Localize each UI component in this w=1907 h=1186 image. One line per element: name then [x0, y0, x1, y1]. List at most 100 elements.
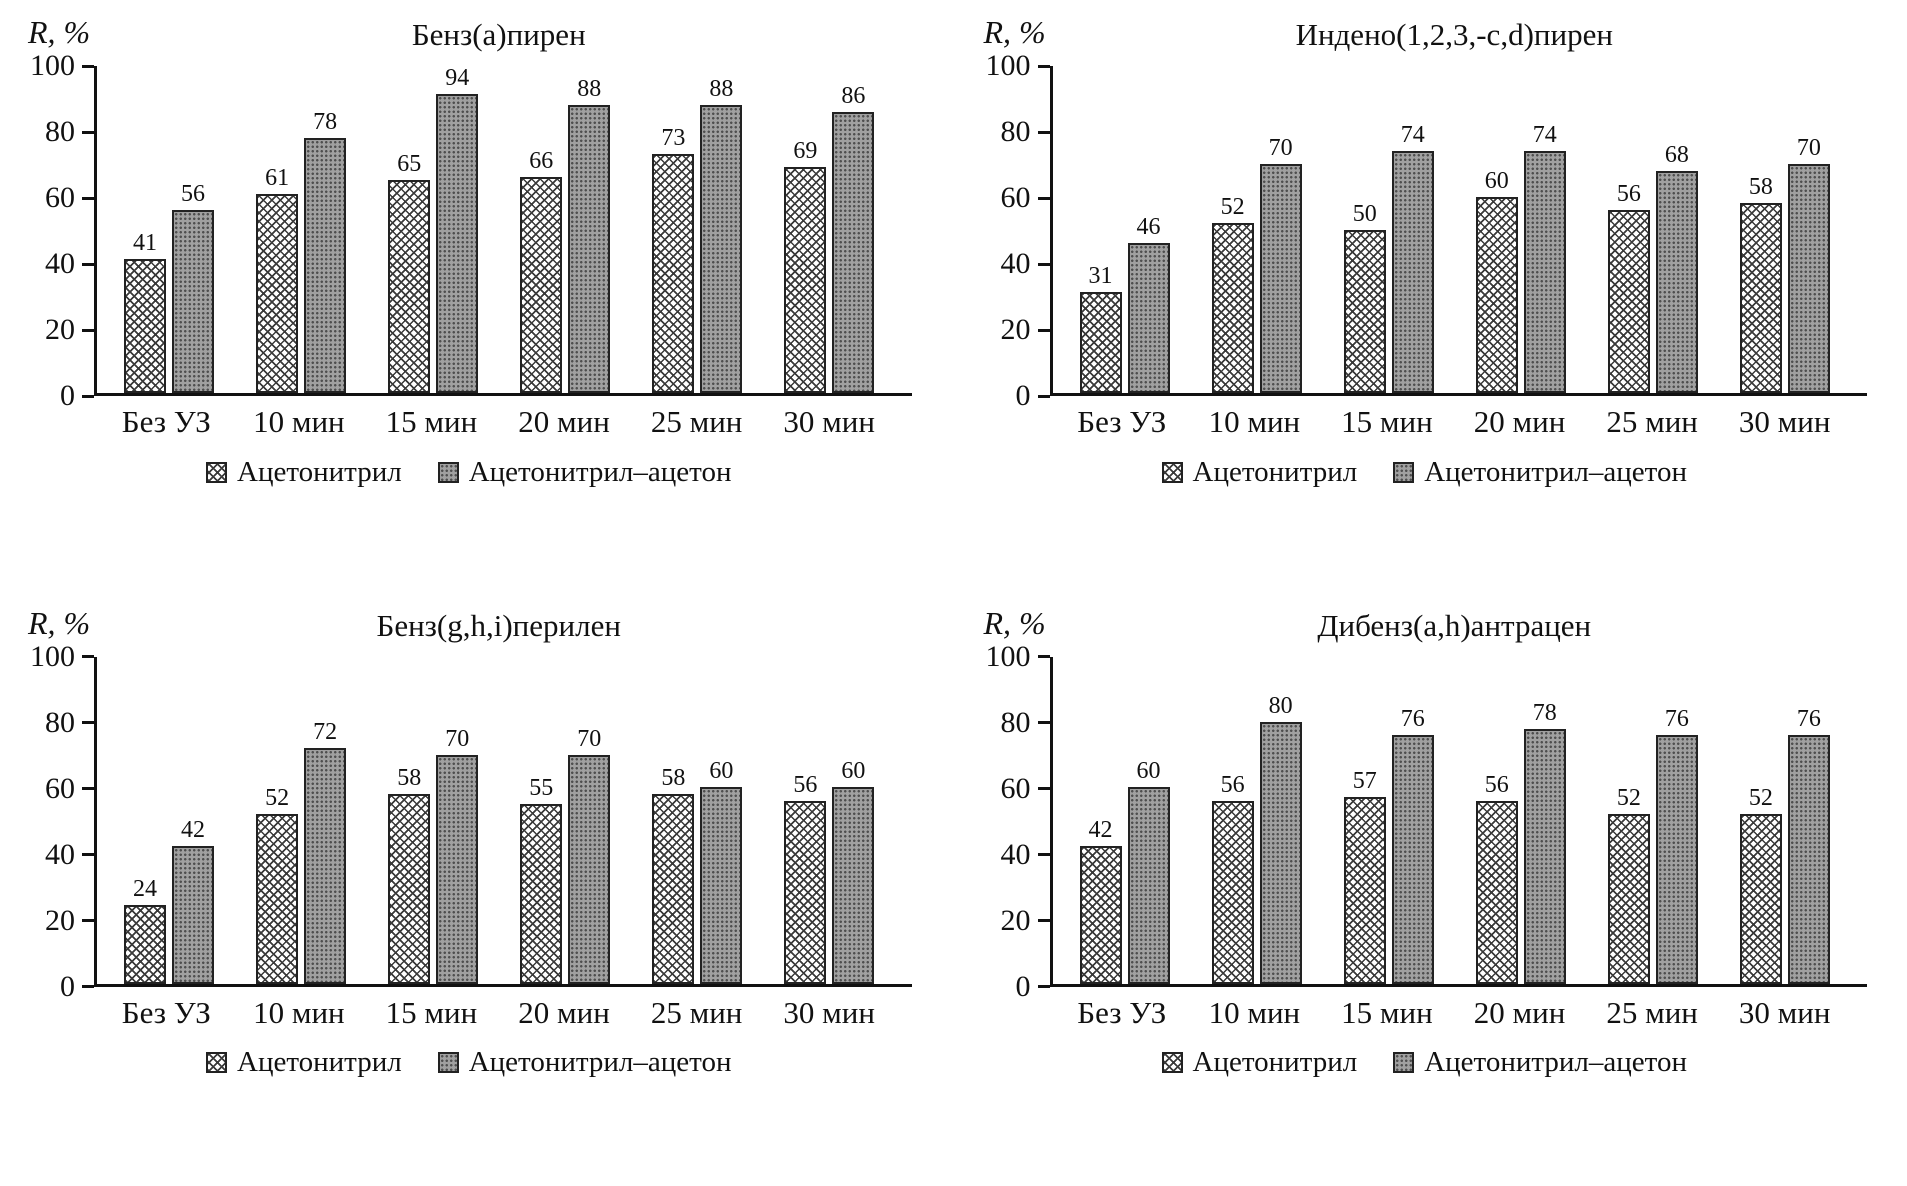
- bar: 46: [1127, 66, 1170, 393]
- legend-item: Ацетонитрил–ацетон: [1393, 457, 1687, 487]
- bar-rect-dots: [172, 209, 215, 393]
- y-tick-mark: [82, 64, 94, 68]
- legend-label: Ацетонитрил: [1192, 455, 1358, 488]
- bar-rect-crosshatch: [1475, 196, 1518, 393]
- legend-swatch-crosshatch: [1161, 1052, 1183, 1074]
- x-tick-label: Без УЗ: [121, 994, 211, 1030]
- bar-value-label: 31: [1088, 262, 1113, 289]
- y-tick-label: 100: [30, 639, 75, 673]
- y-tick-mark: [1037, 853, 1050, 857]
- bar: 74: [1391, 66, 1434, 393]
- legend-swatch-dots: [437, 1052, 459, 1074]
- bar-rect-crosshatch: [520, 803, 563, 984]
- bar-rect-dots: [1259, 722, 1302, 984]
- legend-swatch-dots: [437, 461, 459, 483]
- bar-rect-crosshatch: [784, 800, 827, 984]
- bar-rect-dots: [436, 754, 479, 984]
- bar: 56: [784, 657, 827, 984]
- x-tick-label: 15 мин: [1341, 994, 1433, 1030]
- y-tick-label: 80: [45, 705, 75, 739]
- bar-value-label: 78: [1532, 699, 1557, 726]
- bar-value-label: 88: [709, 76, 734, 103]
- bar: 56: [1211, 657, 1254, 984]
- chart-header: R, % Дибенз(a,h)антрацен: [982, 605, 1868, 657]
- bar-rect-crosshatch: [124, 258, 167, 393]
- x-tick-label: 20 мин: [1473, 994, 1566, 1030]
- bar-value-label: 60: [841, 758, 866, 785]
- bar-group-без-уз: 41 56: [103, 66, 235, 393]
- bar: 70: [1259, 66, 1302, 393]
- chart-header: R, % Бенз(g,h,i)перилен: [26, 605, 912, 657]
- y-tick-label: 0: [60, 969, 75, 1003]
- bar-rect-crosshatch: [520, 177, 563, 393]
- bar-rect-dots: [832, 111, 875, 393]
- y-tick-mark: [1037, 721, 1050, 725]
- bar: 66: [520, 66, 563, 393]
- bar-value-label: 76: [1796, 706, 1821, 733]
- charts-grid: R, % Бенз(а)пирен 0 20 40 60 80 100 41 56 61 78 6…: [26, 14, 1868, 1079]
- bar: 60: [700, 657, 743, 984]
- bar-value-label: 70: [1268, 135, 1293, 162]
- y-tick-mark: [82, 196, 94, 200]
- bar-group-20-мин: 60 74: [1455, 66, 1587, 393]
- chart-1: R, % Бенз(а)пирен 0 20 40 60 80 100 41 56 61 78 6…: [26, 14, 912, 487]
- bar-group-10-мин: 52 72: [235, 657, 367, 984]
- bar-rect-dots: [700, 787, 743, 984]
- y-tick-label: 40: [45, 247, 75, 280]
- x-tick-label: 25 мин: [1606, 404, 1698, 439]
- bar: 74: [1523, 66, 1566, 393]
- y-axis: 0 20 40 60 80 100: [26, 51, 94, 411]
- bar-value-label: 46: [1136, 213, 1161, 240]
- y-tick-label: 0: [1015, 969, 1031, 1003]
- bar-rect-crosshatch: [388, 180, 431, 393]
- y-tick-mark: [82, 394, 94, 398]
- y-tick: 0: [60, 381, 94, 411]
- bar-rect-crosshatch: [1343, 797, 1386, 984]
- y-tick-label: 0: [1015, 379, 1031, 412]
- plot-row: 0 20 40 60 80 100 42 60 56 80 57 76 56 78 52 76 52 76: [982, 641, 1867, 1001]
- legend-label: Ацетонитрил: [1192, 1046, 1358, 1079]
- y-tick: 0: [60, 969, 94, 1003]
- bar-value-label: 70: [577, 725, 602, 752]
- bar: 76: [1655, 657, 1698, 984]
- plot-row: 0 20 40 60 80 100 41 56 61 78 65 94 66 88 73 88 69 86: [26, 51, 912, 411]
- bar-value-label: 61: [265, 164, 290, 191]
- y-tick-label: 60: [1000, 771, 1031, 805]
- bar-rect-dots: [304, 748, 347, 984]
- bar: 42: [172, 657, 215, 984]
- y-tick-mark: [82, 328, 94, 332]
- y-tick: 20: [45, 315, 94, 345]
- bar-group-25-мин: 52 76: [1587, 657, 1719, 984]
- bar: 52: [256, 657, 299, 984]
- bar-value-label: 65: [397, 151, 422, 178]
- chart-3: R, % Бенз(g,h,i)перилен 0 20 40 60 80 100 24 4…: [26, 605, 912, 1078]
- chart-title: Бенз(g,h,i)перилен: [376, 607, 621, 643]
- bar-value-label: 76: [1664, 706, 1689, 733]
- bar-value-label: 66: [529, 148, 554, 175]
- y-tick: 80: [45, 705, 94, 739]
- y-tick-mark: [1037, 985, 1050, 989]
- x-tick-label: Без УЗ: [1077, 404, 1167, 439]
- y-tick-label: 60: [45, 181, 75, 214]
- bar-rect-dots: [436, 94, 479, 393]
- bar-value-label: 56: [793, 771, 818, 798]
- x-tick-label: 10 мин: [1208, 404, 1301, 439]
- y-tick: 0: [1016, 381, 1050, 411]
- bar-rect-dots: [1391, 151, 1434, 393]
- y-tick-mark: [1037, 394, 1050, 398]
- bar: 70: [1787, 66, 1830, 393]
- bar-value-label: 56: [181, 180, 206, 207]
- legend: Ацетонитрил Ацетонитрил–ацетон: [26, 1048, 912, 1077]
- bar-value-label: 94: [445, 65, 470, 91]
- y-tick: 100: [30, 639, 94, 673]
- bar: 73: [652, 66, 695, 393]
- bar-group-30-мин: 56 60: [763, 657, 895, 984]
- y-tick: 20: [1001, 315, 1050, 345]
- y-tick: 60: [1000, 771, 1050, 805]
- y-tick: 0: [1015, 969, 1050, 1003]
- bar-value-label: 58: [397, 764, 422, 791]
- bar-value-label: 52: [265, 784, 290, 811]
- y-tick: 40: [1001, 839, 1050, 870]
- bar-value-label: 58: [661, 764, 686, 791]
- bar-value-label: 70: [1796, 135, 1821, 162]
